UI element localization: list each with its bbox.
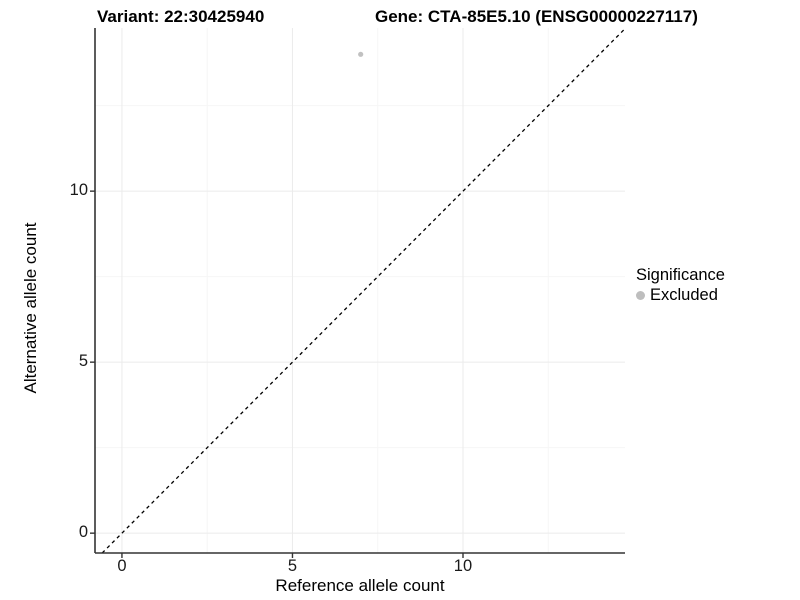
y-axis-title: Alternative allele count [21,222,40,394]
legend-item-excluded: Excluded [636,286,725,305]
legend: Significance Excluded [636,266,725,305]
y-tick-label: 0 [78,523,88,542]
y-tick-label: 10 [69,181,88,200]
variant-title: Variant: 22:30425940 [97,7,265,26]
legend-point-icon [636,291,645,300]
x-axis-title: Reference allele count [275,576,445,595]
x-tick-label: 0 [117,557,127,575]
y-tick-label: 5 [78,352,88,371]
data-point [358,51,364,57]
x-tick-label: 5 [287,557,298,575]
gene-title: Gene: CTA-85E5.10 (ENSG00000227117) [375,7,698,26]
x-tick-label: 10 [453,557,473,575]
legend-title: Significance [636,266,725,284]
legend-item-label: Excluded [650,286,718,304]
identity-dashed-line [101,28,626,554]
